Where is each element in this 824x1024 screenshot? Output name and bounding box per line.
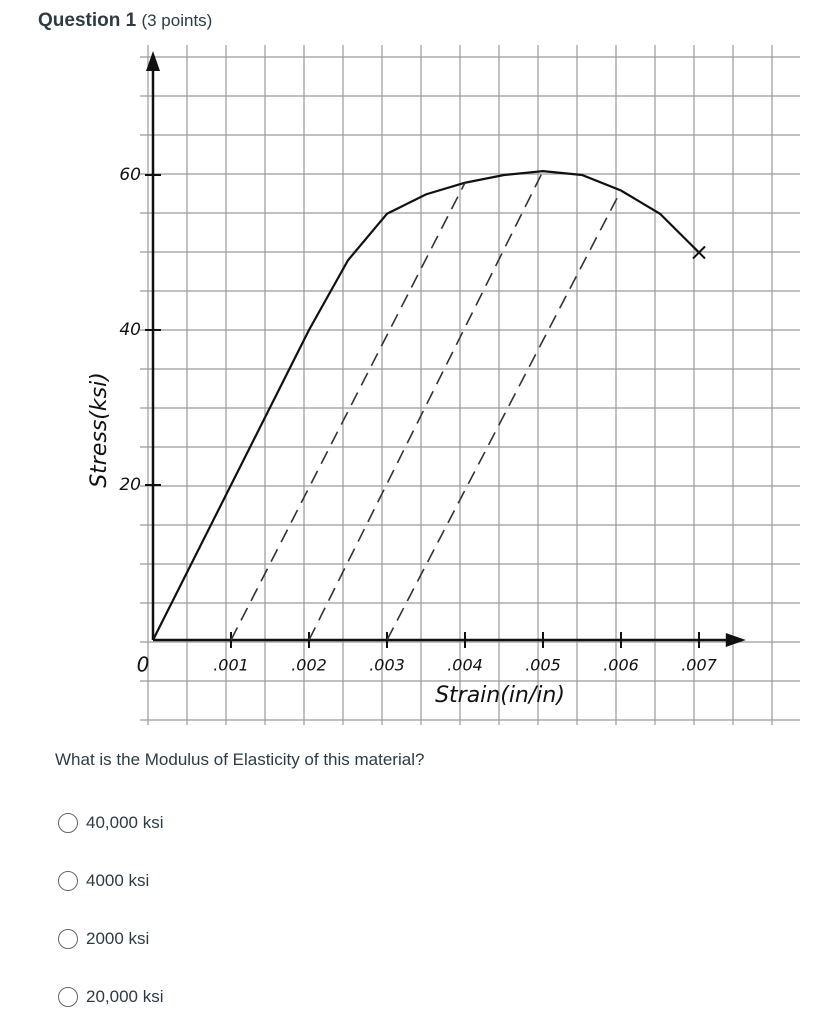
x-tick-label: .001 <box>213 656 249 675</box>
radio-button[interactable] <box>58 987 78 1007</box>
unloading-line <box>230 182 466 641</box>
question-header: Question 1 (3 points) <box>38 10 212 32</box>
x-tick-label: .005 <box>525 656 561 675</box>
question-title: Question 1 <box>38 10 137 31</box>
option-text: 4000 ksi <box>86 871 150 890</box>
option-text: 40,000 ksi <box>86 813 164 832</box>
fracture-marker <box>692 245 706 260</box>
option-text: 20,000 ksi <box>86 987 164 1006</box>
x-tick-label: .006 <box>603 656 639 675</box>
radio-button[interactable] <box>58 813 78 833</box>
x-axis-arrow <box>725 633 746 647</box>
y-tick-label: 60 <box>119 165 141 185</box>
x-axis-label: Strain(in/in) <box>435 683 565 708</box>
x-tick-label: .002 <box>291 656 327 675</box>
answer-option[interactable]: 2000 ksi <box>58 929 149 949</box>
unloading-line <box>308 170 544 641</box>
x-tick-label: .003 <box>369 656 405 675</box>
x-tick-label: .007 <box>681 656 717 675</box>
answer-option[interactable]: 20,000 ksi <box>58 987 164 1007</box>
answer-option[interactable]: 40,000 ksi <box>58 813 164 833</box>
radio-button[interactable] <box>58 929 78 949</box>
unloading-line <box>386 190 622 641</box>
x-tick-label: 0 <box>137 653 150 677</box>
y-tick-label: 40 <box>119 320 141 340</box>
question-points: (3 points) <box>141 11 213 30</box>
y-axis-arrow <box>146 51 160 71</box>
y-axis-label: Stress(ksi) <box>87 372 112 488</box>
question-text: What is the Modulus of Elasticity of thi… <box>55 750 425 769</box>
option-text: 2000 ksi <box>86 929 150 948</box>
radio-button[interactable] <box>58 871 78 891</box>
answer-option[interactable]: 4000 ksi <box>58 871 149 891</box>
x-tick-label: .004 <box>447 656 483 675</box>
curve <box>152 170 700 641</box>
chart: 20 40 60 0 .001 .002 .003 .004 .005 .006 .007 Strai… <box>87 45 800 725</box>
y-tick-label: 20 <box>119 475 141 495</box>
